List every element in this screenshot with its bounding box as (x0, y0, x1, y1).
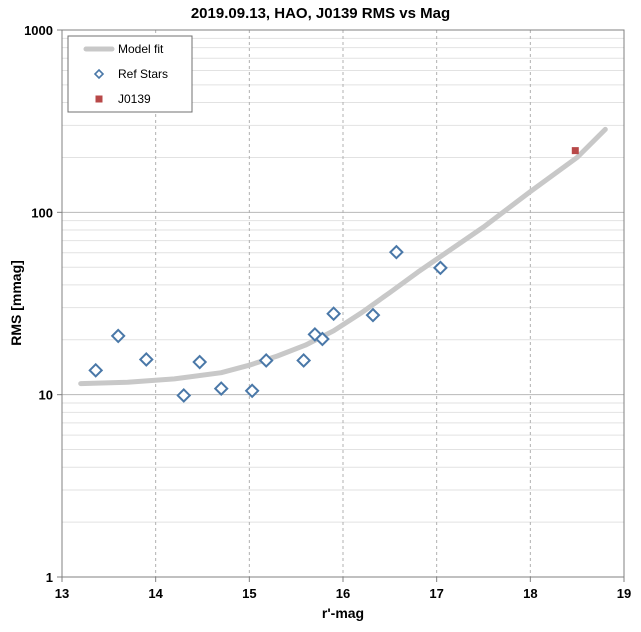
grid-lines (57, 30, 624, 582)
chart-title: 2019.09.13, HAO, J0139 RMS vs Mag (0, 5, 641, 22)
y-tick-label: 100 (31, 205, 53, 220)
ref-star-point (90, 364, 102, 376)
x-tick-label: 18 (523, 586, 537, 601)
ref-star-point (178, 389, 190, 401)
x-axis-label: r'-mag (62, 605, 624, 621)
x-tick-label: 17 (429, 586, 443, 601)
j0139-point (572, 147, 579, 154)
x-tick-label: 16 (336, 586, 350, 601)
ref-star-point (215, 383, 227, 395)
ref-star-point (328, 308, 340, 320)
x-tick-label: 19 (617, 586, 631, 601)
legend-label: Model fit (118, 42, 164, 56)
ref-star-point (194, 356, 206, 368)
ref-star-point (367, 309, 379, 321)
legend: Model fit Ref Stars J0139 (68, 36, 192, 112)
y-axis-label: RMS [mmag] (8, 260, 24, 346)
y-tick-label: 1000 (24, 23, 53, 38)
model-fit-line (81, 129, 606, 383)
x-tick-label: 15 (242, 586, 256, 601)
x-tick-label: 14 (148, 586, 163, 601)
ref-star-point (390, 246, 402, 258)
legend-swatch-j0139 (96, 96, 103, 103)
y-tick-label: 1 (46, 570, 53, 585)
ref-star-point (140, 353, 152, 365)
ref-star-point (298, 354, 310, 366)
legend-label: J0139 (118, 92, 151, 106)
legend-label: Ref Stars (118, 67, 168, 81)
y-tick-label: 10 (39, 388, 53, 403)
x-tick-label: 13 (55, 586, 69, 601)
